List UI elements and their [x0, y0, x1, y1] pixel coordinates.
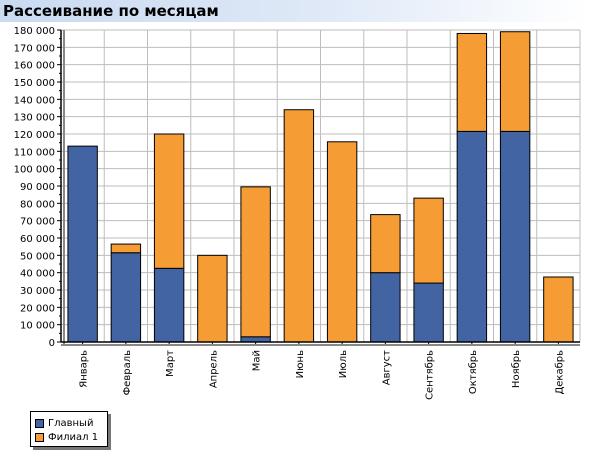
- y-tick-label: 140 000: [14, 95, 55, 106]
- bar-branch-2: [153, 133, 185, 269]
- x-tick-label: Август: [381, 350, 392, 385]
- legend-item-main: Главный: [35, 417, 93, 429]
- x-tick-label: Май: [252, 350, 263, 371]
- y-tick-label: 80 000: [20, 199, 55, 210]
- x-tick-label: Декабрь: [554, 350, 565, 395]
- y-tick-label: 60 000: [20, 234, 55, 245]
- y-tick-label: 30 000: [20, 286, 55, 297]
- y-tick-label: 150 000: [14, 78, 55, 89]
- y-tick-label: 130 000: [14, 113, 55, 124]
- x-tick-label: Июнь: [295, 350, 306, 378]
- legend-label-branch: Филиал 1: [48, 431, 99, 443]
- y-tick-label: 120 000: [14, 130, 55, 141]
- bar-main-2: [153, 267, 185, 343]
- bar-branch-11: [543, 276, 574, 343]
- bar-branch-4: [240, 186, 271, 338]
- x-tick-label: Март: [165, 350, 176, 377]
- legend: Главный Филиал 1: [30, 411, 108, 447]
- chart-title: Рассеивание по месяцам: [3, 2, 219, 20]
- bar-main-7: [370, 272, 401, 343]
- y-tick-label: 100 000: [14, 165, 55, 176]
- y-tick-label: 180 000: [14, 26, 55, 37]
- legend-swatch-branch: [35, 432, 44, 442]
- y-tick-label: 20 000: [20, 303, 55, 314]
- bar-main-1: [110, 252, 142, 343]
- bar-branch-8: [413, 197, 444, 284]
- bar-branch-5: [283, 109, 315, 343]
- bar-main-10: [499, 130, 531, 343]
- bar-branch-10: [499, 31, 531, 132]
- bar-main-8: [413, 282, 444, 343]
- y-tick-label: 160 000: [14, 61, 55, 72]
- bar-main-0: [67, 145, 98, 343]
- y-tick-label: 110 000: [14, 147, 55, 158]
- y-tick-label: 10 000: [20, 321, 55, 332]
- bar-main-9: [456, 130, 488, 343]
- x-tick-label: Январь: [79, 350, 90, 388]
- x-tick-label: Ноябрь: [511, 350, 522, 388]
- x-tick-label: Октябрь: [468, 350, 479, 394]
- bar-branch-6: [326, 141, 358, 343]
- bar-branch-3: [197, 254, 228, 343]
- y-tick-label: 0: [49, 338, 55, 349]
- title-bar: Рассеивание по месяцам: [0, 0, 589, 22]
- bar-branch-1: [110, 243, 142, 254]
- bar-branch-9: [456, 32, 488, 132]
- y-tick-label: 70 000: [20, 217, 55, 228]
- y-tick-label: 90 000: [20, 182, 55, 193]
- x-tick-label: Сентябрь: [425, 350, 436, 400]
- x-tick-label: Апрель: [208, 350, 219, 388]
- x-tick-label: Июль: [338, 350, 349, 378]
- y-tick-label: 40 000: [20, 269, 55, 280]
- legend-label-main: Главный: [48, 417, 94, 429]
- y-tick-label: 170 000: [14, 43, 55, 54]
- bar-branch-7: [370, 214, 401, 274]
- bar-main-4: [240, 336, 271, 343]
- y-tick-label: 50 000: [20, 251, 55, 262]
- legend-item-branch: Филиал 1: [35, 431, 98, 443]
- legend-swatch-main: [35, 418, 44, 428]
- x-tick-label: Февраль: [122, 350, 133, 396]
